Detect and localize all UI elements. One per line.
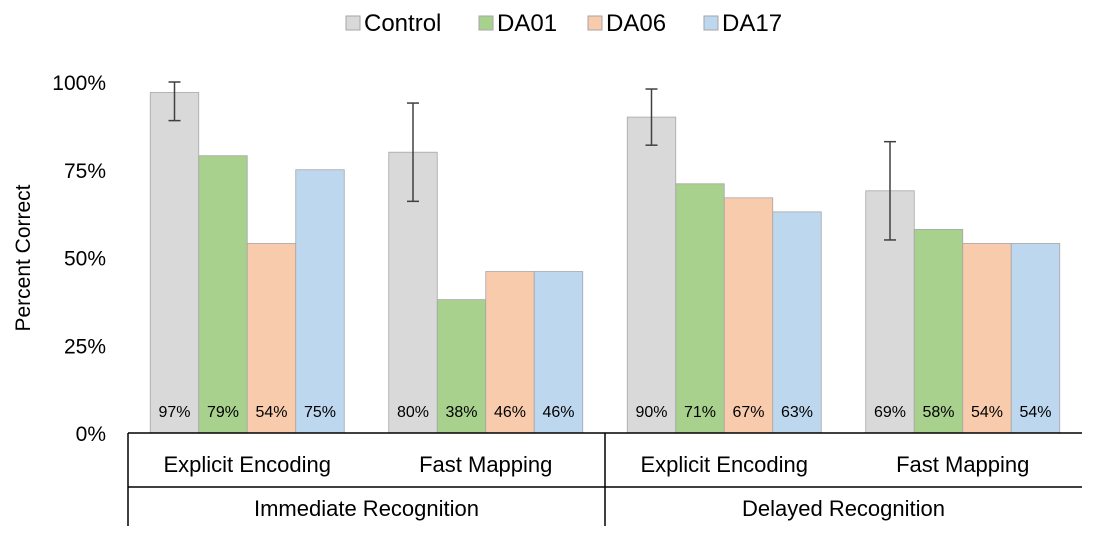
y-tick-label: 25% <box>64 335 106 358</box>
bar-control <box>149 92 200 434</box>
bars <box>149 92 1061 434</box>
data-label: 69% <box>874 404 906 421</box>
data-label: 63% <box>781 404 813 421</box>
axes <box>127 432 1082 526</box>
y-axis-title: Percent Correct <box>12 184 35 331</box>
bar-da06 <box>485 271 535 434</box>
x-tick-label: Fast Mapping <box>896 452 1029 477</box>
x-group-label: Immediate Recognition <box>254 496 479 521</box>
x-tick-label: Fast Mapping <box>419 452 552 477</box>
y-tick-label: 50% <box>64 248 106 271</box>
legend-swatch-da06 <box>587 15 603 31</box>
data-label: 75% <box>304 404 336 421</box>
data-label: 54% <box>971 404 1003 421</box>
data-label: 97% <box>158 404 190 421</box>
x-tick-label: Explicit Encoding <box>640 452 808 477</box>
data-label: 38% <box>445 404 477 421</box>
data-label: 71% <box>684 404 716 421</box>
legend-swatch-control <box>345 15 361 31</box>
data-label: 46% <box>542 404 574 421</box>
bar-da01 <box>913 229 964 434</box>
legend-label-da06: DA06 <box>606 10 666 37</box>
legend-label-da17: DA17 <box>722 10 782 37</box>
data-label: 58% <box>922 404 954 421</box>
y-tick-label: 0% <box>76 423 106 446</box>
data-label: 54% <box>1019 404 1051 421</box>
bar-da01 <box>675 183 725 434</box>
data-label: 67% <box>732 404 764 421</box>
bar-da17 <box>772 211 822 434</box>
legend-label-control: Control <box>364 10 441 37</box>
bar-da17 <box>295 169 345 434</box>
error-bars <box>168 81 896 241</box>
bar-da01 <box>436 299 487 434</box>
x-axis-labels: Explicit Encoding Fast Mapping Explicit En… <box>163 452 1029 521</box>
data-label: 90% <box>635 404 667 421</box>
y-axis-ticks: 0% 25% 50% 75% 100% <box>52 72 106 446</box>
bar-labels: 97% 80% 90% 69% 79% 38% 71% 58% 54% 46% 67% 54% 75% 4… <box>158 404 1051 421</box>
data-label: 80% <box>397 404 429 421</box>
bar-da17 <box>1010 243 1061 434</box>
bar-control <box>626 116 677 434</box>
data-label: 46% <box>494 404 526 421</box>
data-label: 54% <box>255 404 287 421</box>
legend: Control DA01 DA06 DA17 <box>345 10 782 37</box>
bar-da06 <box>723 197 774 434</box>
legend-swatch-da01 <box>478 15 494 31</box>
x-tick-label: Explicit Encoding <box>163 452 331 477</box>
bar-da01 <box>198 155 248 434</box>
data-label: 79% <box>207 404 239 421</box>
legend-label-da01: DA01 <box>497 10 557 37</box>
y-tick-label: 100% <box>52 72 106 95</box>
x-group-label: Delayed Recognition <box>742 496 945 521</box>
bar-da06 <box>246 243 297 434</box>
legend-swatch-da17 <box>703 15 719 31</box>
bar-da06 <box>962 243 1012 434</box>
y-tick-label: 75% <box>64 160 106 183</box>
